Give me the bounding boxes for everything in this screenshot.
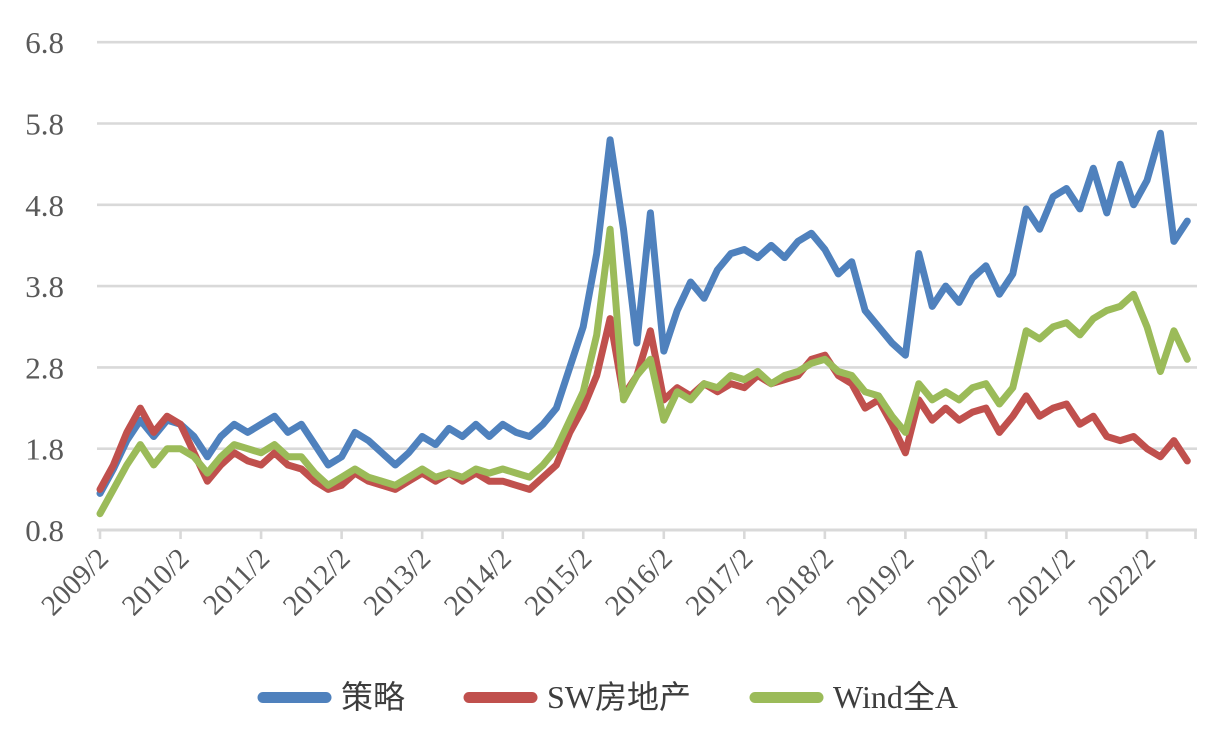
legend-swatch-sw-real-estate — [463, 691, 538, 703]
legend-swatch-wind-all-a — [749, 691, 824, 703]
y-axis-tick-label: 4.8 — [25, 188, 64, 223]
x-axis-tick-label: 2022/2 — [1082, 542, 1162, 622]
x-axis-tick-label: 2019/2 — [841, 542, 921, 622]
y-axis-tick-label: 5.8 — [25, 107, 64, 142]
x-axis-tick-label: 2011/2 — [197, 542, 276, 621]
series-line-wind-all-a — [96, 225, 1191, 518]
x-axis-tick-label: 2013/2 — [358, 542, 438, 622]
x-axis-tick-label: 2012/2 — [277, 542, 357, 622]
series-line-strategy — [96, 129, 1191, 497]
x-axis-tick-label: 2021/2 — [1002, 542, 1082, 622]
series-line-sw-real-estate — [96, 315, 1191, 493]
x-axis-tick-label: 2009/2 — [35, 542, 115, 622]
x-axis-tick-label: 2016/2 — [599, 542, 679, 622]
y-axis-tick-label: 3.8 — [25, 269, 64, 304]
y-axis-tick-label: 6.8 — [25, 25, 64, 60]
legend-label-sw-real-estate: SW房地产 — [547, 679, 692, 715]
chart-legend: 策略 SW房地产 Wind全A — [257, 681, 958, 713]
y-axis-tick-label: 1.8 — [25, 432, 64, 467]
legend-item-strategy: 策略 — [257, 681, 405, 713]
legend-swatch-strategy — [257, 691, 332, 703]
x-axis-tick-label: 2017/2 — [680, 542, 760, 622]
x-axis-tick-label: 2015/2 — [519, 542, 599, 622]
legend-item-sw-real-estate: SW房地产 — [463, 681, 691, 713]
x-axis-tick-label: 2020/2 — [921, 542, 1001, 622]
x-axis-tick-label: 2018/2 — [760, 542, 840, 622]
y-axis-tick-label: 2.8 — [25, 350, 64, 385]
legend-label-strategy: 策略 — [341, 679, 406, 715]
legend-label-wind-all-a: Wind全A — [833, 679, 958, 715]
legend-item-wind-all-a: Wind全A — [749, 681, 958, 713]
x-axis-tick-label: 2010/2 — [116, 542, 196, 622]
x-axis-tick-label: 2014/2 — [438, 542, 518, 622]
y-axis-tick-label: 0.8 — [25, 513, 64, 548]
